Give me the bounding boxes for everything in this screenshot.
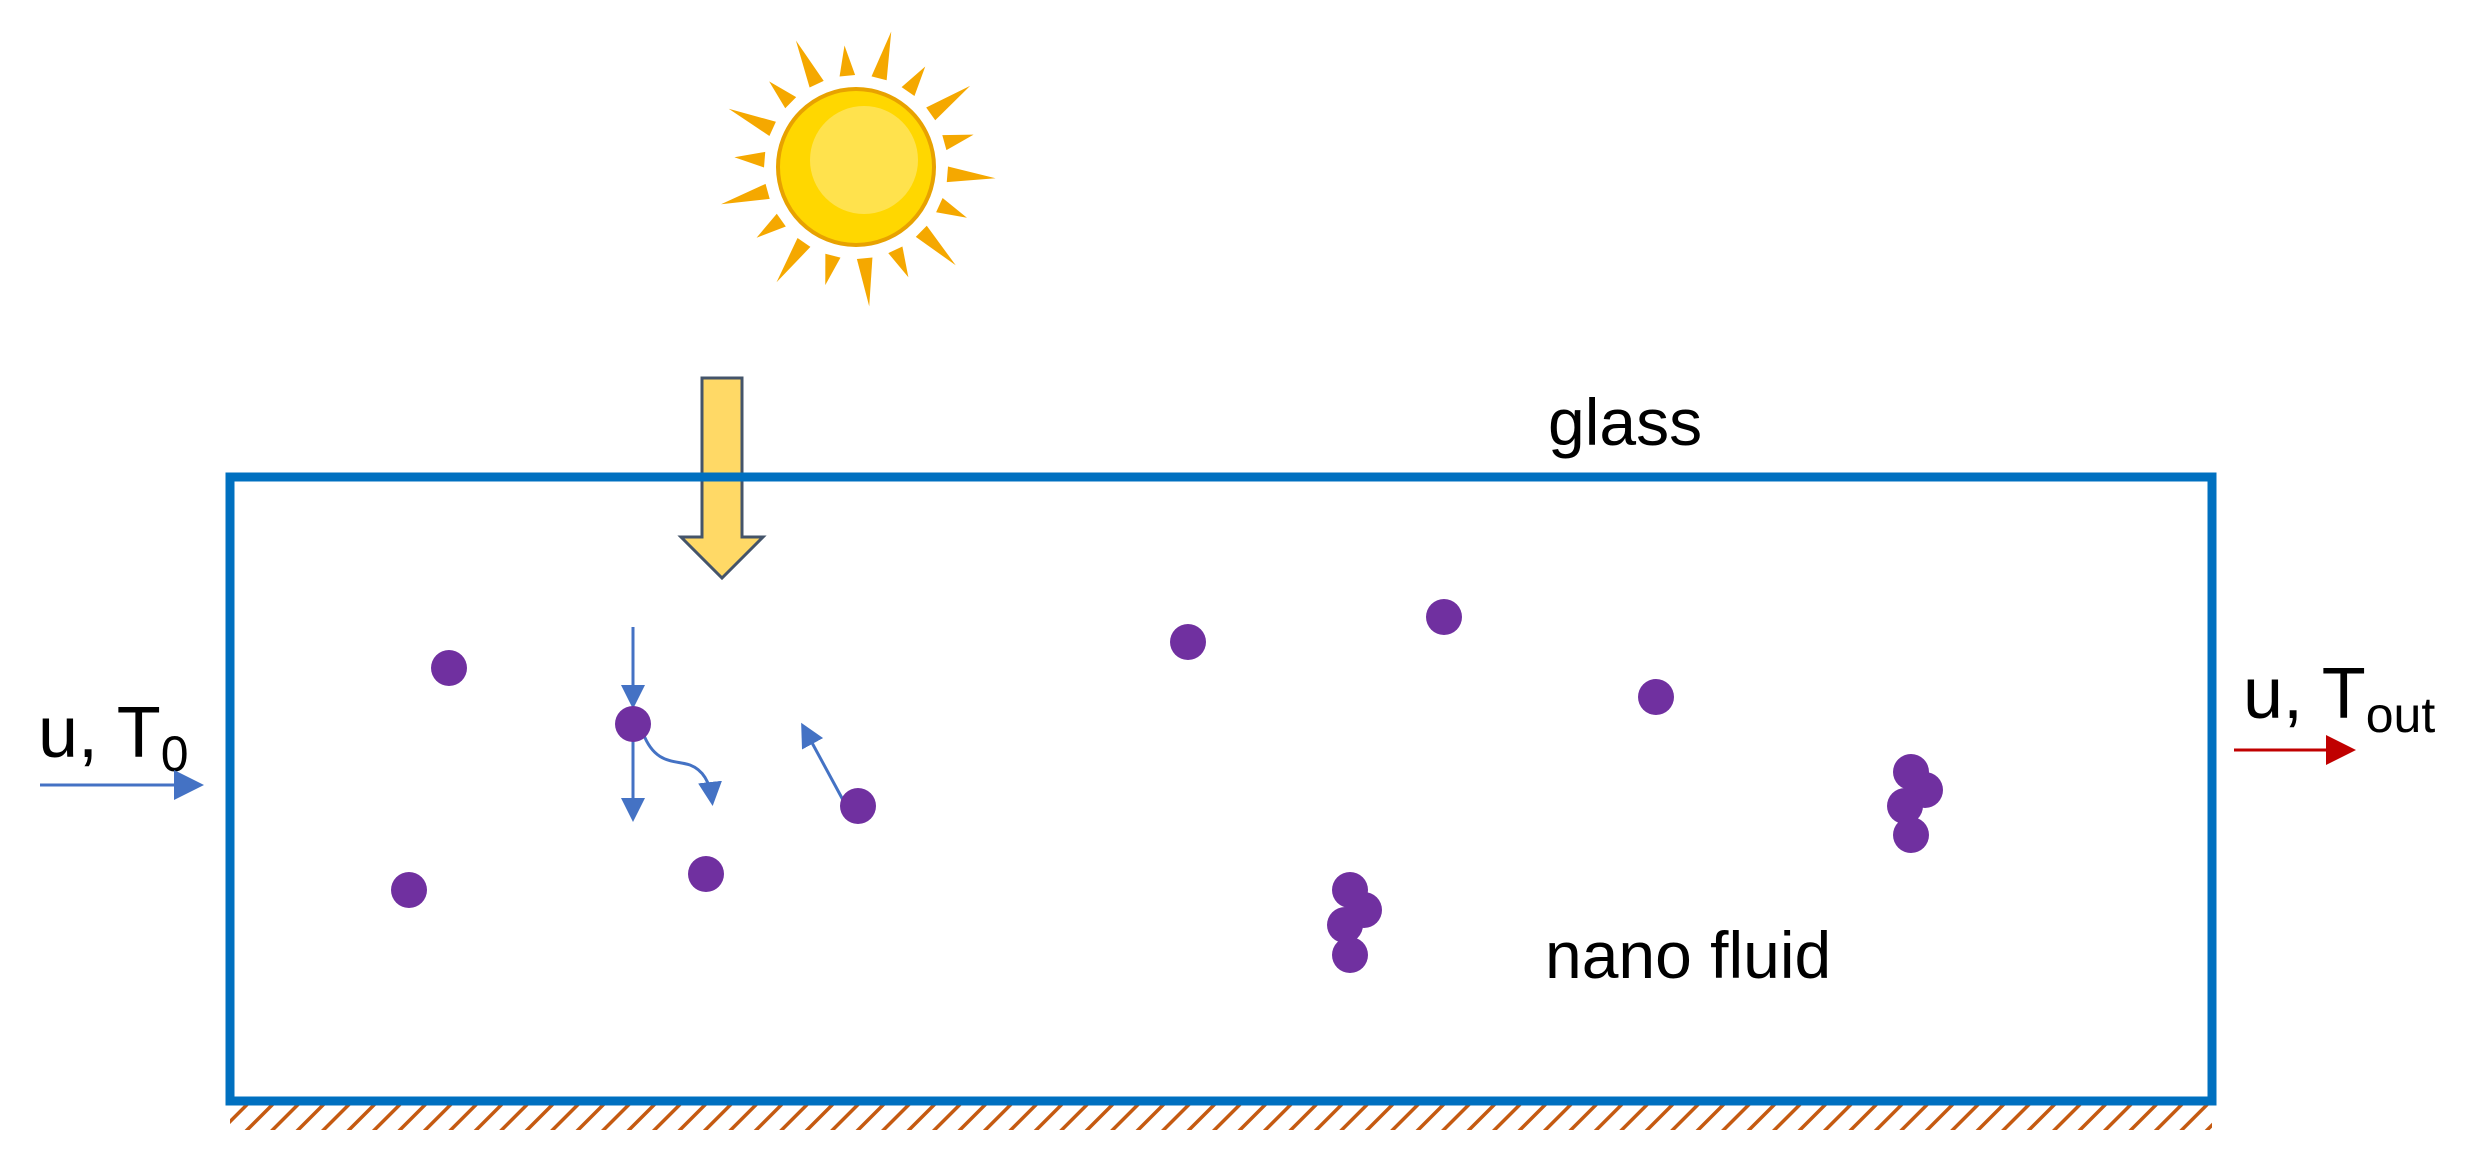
sun-ray — [926, 85, 971, 121]
sun-ray — [856, 257, 873, 307]
glass-label: glass — [1548, 385, 1702, 459]
nanoparticle — [615, 706, 651, 742]
sun-ray — [915, 225, 956, 266]
scattered-ray-arrow — [641, 732, 722, 806]
sun-ray — [936, 198, 967, 218]
nanoparticle — [391, 872, 427, 908]
sun-ray — [901, 66, 926, 96]
sun-ray — [769, 81, 797, 109]
nanoparticle — [1893, 817, 1929, 853]
sun-ray — [839, 45, 856, 77]
sun-ray — [942, 134, 974, 151]
particle-motion-arrow — [801, 722, 845, 801]
sun-ray — [888, 246, 909, 278]
nano-fluid-label: nano fluid — [1545, 918, 1831, 992]
sun-ray — [734, 151, 766, 168]
sun-icon — [721, 31, 996, 307]
scattering-arrows — [621, 627, 845, 822]
sun-ray — [728, 108, 776, 136]
outlet-label-sub: out — [2366, 687, 2436, 743]
nanoparticle — [431, 650, 467, 686]
outlet-label: u, Tout — [2243, 654, 2435, 743]
sun-ray — [795, 40, 824, 88]
particle-cluster — [1327, 872, 1382, 973]
sun-ray — [871, 31, 892, 81]
hatched-wall-icon — [230, 1102, 2212, 1130]
nanoparticle — [1887, 788, 1923, 824]
nanoparticle — [1638, 679, 1674, 715]
sun-ray — [825, 253, 841, 286]
nanoparticle — [1332, 937, 1368, 973]
nanoparticle — [1170, 624, 1206, 660]
nanoparticle — [1327, 907, 1363, 943]
sun-ray — [721, 183, 770, 205]
particle-cluster — [1887, 754, 1943, 853]
channel-box — [225, 472, 2217, 1106]
nanoparticles — [391, 599, 1674, 908]
nanoparticle — [1426, 599, 1462, 635]
sun-rays — [721, 31, 996, 307]
sun-highlight — [810, 106, 918, 214]
nanoparticle — [688, 856, 724, 892]
inlet-label-sub: 0 — [161, 726, 189, 782]
sun-ray — [756, 213, 786, 238]
inlet-label-main: u, T — [38, 693, 161, 773]
sun-ray — [946, 166, 996, 183]
nanoparticle — [840, 788, 876, 824]
sun-ray — [776, 238, 811, 283]
outlet-label-main: u, T — [2243, 654, 2366, 734]
inlet-label: u, T0 — [38, 693, 189, 782]
